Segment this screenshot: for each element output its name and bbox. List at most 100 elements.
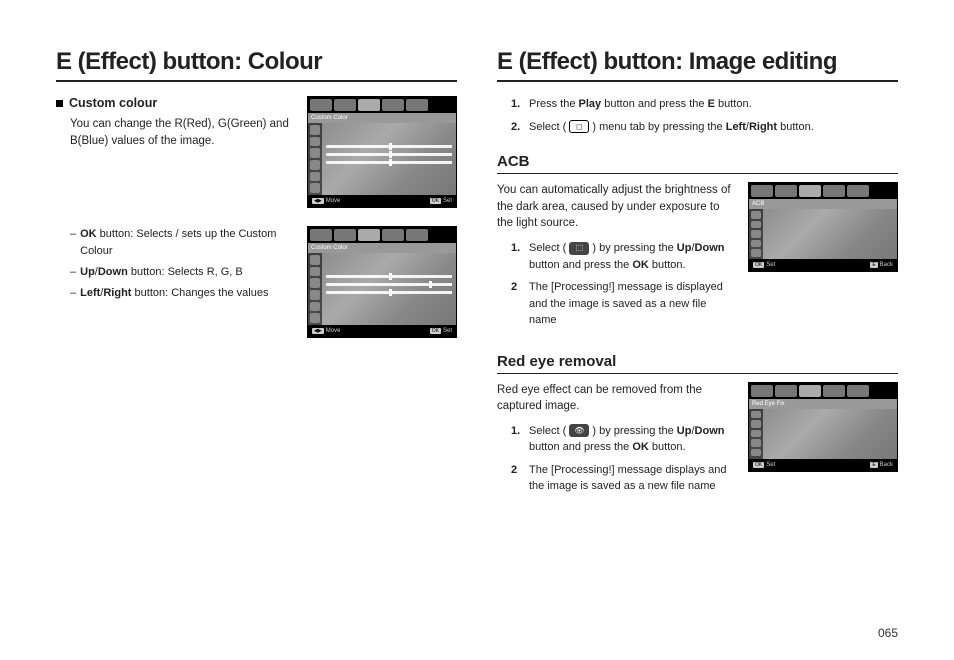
screenshot-mode-label: Red Eye Fix (749, 399, 897, 409)
sidebar-option-icon (751, 240, 761, 248)
tab-icon (382, 229, 404, 241)
tab-icon (310, 99, 332, 111)
slider-handle (389, 143, 392, 150)
step-number: 2. (511, 119, 523, 136)
step-text: Press the Play button and press the E bu… (529, 96, 752, 113)
custom-colour-block: Custom colour You can change the R(Red),… (56, 96, 457, 208)
screenshot-footer: OKSet EBack (749, 259, 897, 271)
tab-icon (847, 385, 869, 397)
screenshot-footer: ◀▶Move OKSet (308, 195, 456, 207)
tab-icon (751, 385, 773, 397)
sidebar-option-icon (751, 420, 761, 428)
dash-icon: – (70, 226, 76, 260)
step-item: 2The [Processing!] message displays and … (511, 462, 736, 495)
step-number: 1. (511, 240, 523, 273)
custom-colour-intro: You can change the R(Red), G(Green) and … (70, 116, 295, 149)
sidebar-option-icon (751, 249, 761, 257)
footer-button-label: OK (753, 462, 764, 468)
footer-item: EBack (870, 262, 893, 268)
screenshot-mode-label: Custom Color (308, 243, 456, 253)
sidebar-option-icon (751, 411, 761, 419)
acb-heading: ACB (497, 153, 898, 174)
footer-text: Set (766, 462, 775, 468)
intro-steps: 1.Press the Play button and press the E … (511, 96, 898, 135)
redeye-body: Red eye effect can be removed from the c… (497, 382, 736, 415)
slider-handle (389, 159, 392, 166)
footer-button-label: E (870, 262, 877, 268)
step-number: 1. (511, 423, 523, 456)
tab-icon (775, 385, 797, 397)
step-number: 2 (511, 279, 523, 329)
tab-icon (799, 185, 821, 197)
slider-handle (429, 281, 432, 288)
footer-item: OKSet (753, 462, 775, 468)
screenshot-footer: ◀▶MoveOKSet (308, 325, 456, 337)
sidebar-option-icon (310, 137, 320, 147)
step-item: 2The [Processing!] message is displayed … (511, 279, 736, 329)
sidebar-option-icon (751, 230, 761, 238)
tab-icon (310, 229, 332, 241)
sidebar-option-icon (310, 148, 320, 158)
tab-icon (823, 185, 845, 197)
sidebar-option-icon (751, 439, 761, 447)
redeye-heading: Red eye removal (497, 353, 898, 374)
tab-icon (334, 229, 356, 241)
footer-item: ◀▶Move (312, 198, 340, 204)
slider-handle (389, 273, 392, 280)
screenshot-body (749, 209, 897, 259)
screenshot-tabs (308, 227, 456, 243)
step-text: The [Processing!] message is displayed a… (529, 279, 736, 329)
step-item: 1.Select ( ⬚ ) by pressing the Up/Down b… (511, 240, 736, 273)
control-item: –Up/Down button: Selects R, G, B (70, 264, 295, 281)
page-columns: E (Effect) button: Colour Custom colour … (56, 48, 898, 501)
custom-colour-screenshot-1: Custom Color ◀▶Move OKSet (307, 96, 457, 208)
screenshot-tabs (308, 97, 456, 113)
control-label: Up/Down button: Selects R, G, B (80, 264, 243, 281)
tab-icon (358, 229, 380, 241)
footer-item: OKSet (430, 328, 452, 334)
tab-icon (751, 185, 773, 197)
footer-text: Back (880, 462, 893, 468)
footer-button-label: ◀▶ (312, 198, 324, 204)
screenshot-mode-label: Custom Color (308, 113, 456, 123)
screenshot-sliders (326, 145, 452, 164)
footer-text: Set (443, 328, 452, 334)
step-text: The [Processing!] message displays and t… (529, 462, 736, 495)
footer-text: Set (443, 198, 452, 204)
tab-icon (406, 229, 428, 241)
sidebar-option-icon (310, 172, 320, 182)
screenshot-tabs (749, 383, 897, 399)
sidebar-option-icon (310, 267, 320, 277)
screenshot-sidebar (308, 123, 322, 195)
tab-icon (334, 99, 356, 111)
control-label: OK button: Selects / sets up the Custom … (80, 226, 295, 260)
page-number: 065 (878, 626, 898, 640)
screenshot-sidebar (749, 409, 763, 459)
acb-screenshot: ACBOKSetEBack (748, 182, 898, 272)
redeye-steps: 1.Select ( 👁 ) by pressing the Up/Down b… (511, 423, 736, 495)
sidebar-option-icon (310, 278, 320, 288)
control-label: Left/Right button: Changes the values (80, 285, 268, 302)
custom-colour-heading: Custom colour (69, 96, 157, 110)
footer-button-label: OK (430, 198, 441, 204)
footer-item: OKSet (430, 198, 452, 204)
sidebar-option-icon (751, 430, 761, 438)
slider-track (326, 145, 452, 148)
slider-track (326, 153, 452, 156)
tab-icon (406, 99, 428, 111)
control-list: –OK button: Selects / sets up the Custom… (70, 226, 295, 302)
sidebar-option-icon (310, 302, 320, 312)
sidebar-option-icon (310, 313, 320, 323)
footer-text: Move (326, 198, 341, 204)
footer-item: OKSet (753, 262, 775, 268)
screenshot-sidebar (308, 253, 322, 325)
screenshot-body (308, 253, 456, 325)
footer-item: EBack (870, 462, 893, 468)
sidebar-option-icon (310, 125, 320, 135)
step-item: 2. Select ( ◻ ) menu tab by pressing the … (511, 119, 898, 136)
step-text: Select ( ◻ ) menu tab by pressing the Le… (529, 119, 814, 136)
sidebar-option-icon (751, 221, 761, 229)
step-text: Select ( ⬚ ) by pressing the Up/Down but… (529, 240, 736, 273)
footer-button-label: OK (430, 328, 441, 334)
footer-button-label: OK (753, 262, 764, 268)
